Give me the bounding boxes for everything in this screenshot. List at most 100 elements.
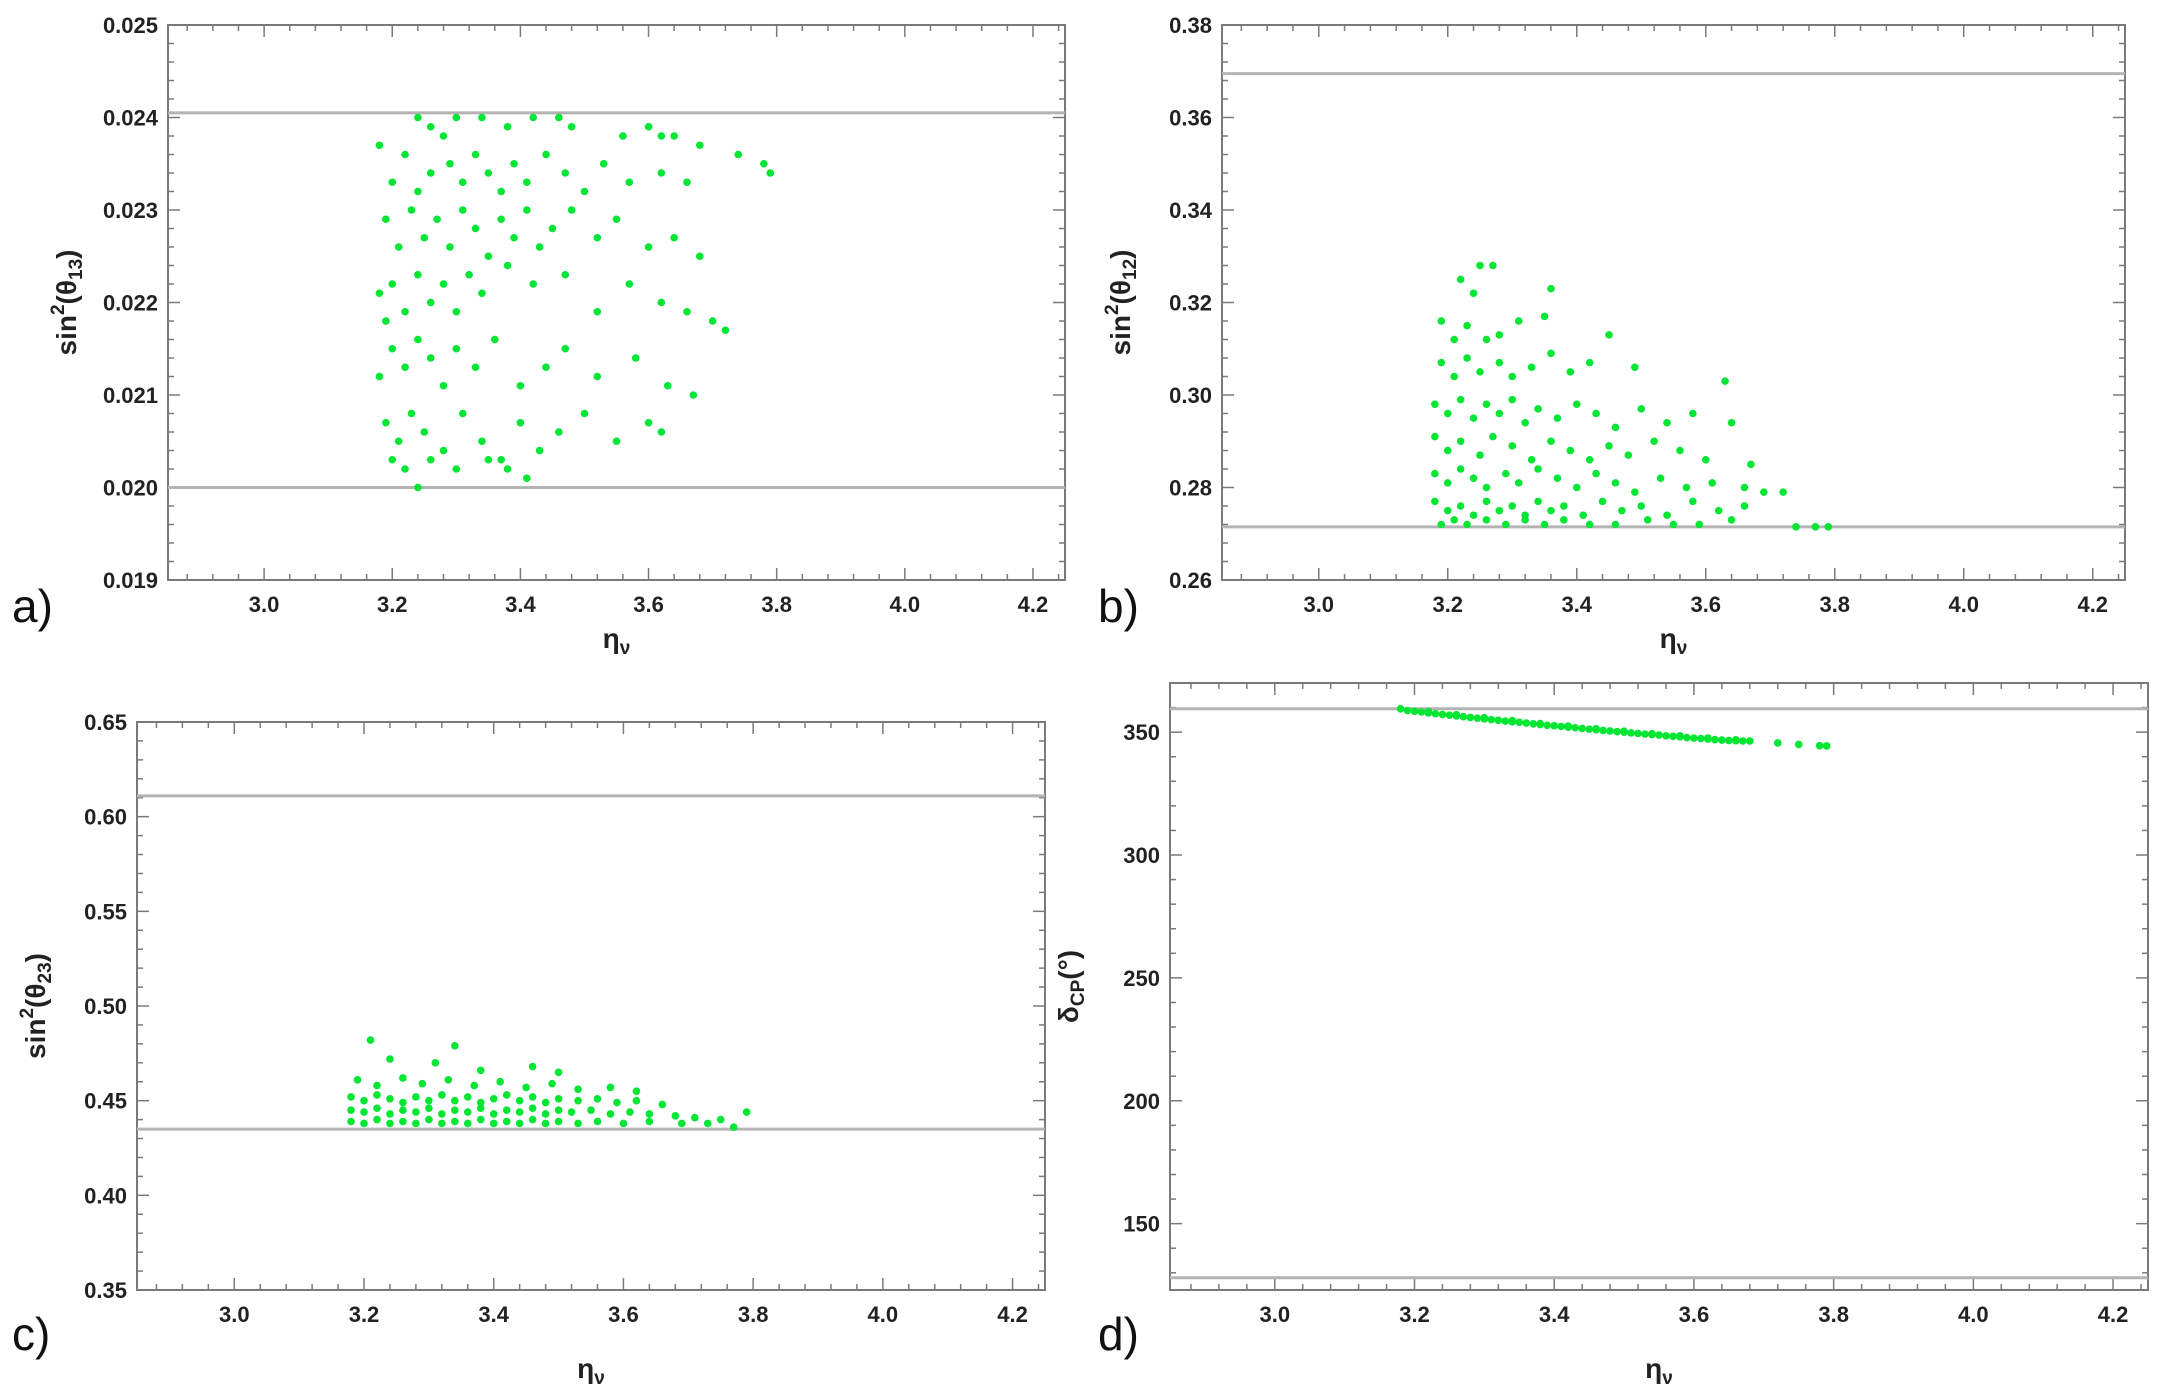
y-tick-label: 0.32 <box>1169 291 1212 316</box>
data-point <box>548 1079 556 1088</box>
data-point <box>593 233 602 242</box>
x-tick-label: 3.0 <box>1259 1302 1290 1327</box>
data-point <box>425 1115 433 1124</box>
data-point <box>541 1110 550 1118</box>
data-point <box>1592 724 1600 733</box>
data-point <box>1547 284 1555 293</box>
plot-frame <box>167 24 1066 581</box>
x-tick-label: 3.8 <box>761 592 792 617</box>
data-point <box>1445 711 1454 719</box>
data-point <box>1476 451 1484 459</box>
data-point <box>535 243 544 251</box>
y-axis-title-main: sin <box>51 315 82 355</box>
data-point <box>657 428 666 436</box>
data-point <box>1624 451 1633 459</box>
y-tick-label: 0.022 <box>103 291 158 316</box>
data-point <box>401 465 409 473</box>
data-point <box>484 169 493 177</box>
data-point <box>1456 465 1465 473</box>
data-point <box>593 1117 602 1126</box>
data-point <box>1824 523 1833 531</box>
data-point <box>1637 405 1646 413</box>
data-point <box>535 446 544 455</box>
data-point <box>1592 469 1600 478</box>
data-point <box>1521 418 1529 427</box>
data-point <box>1482 400 1491 409</box>
data-point <box>657 132 666 140</box>
data-point <box>1631 363 1639 372</box>
data-point <box>497 187 505 196</box>
data-point <box>478 113 486 122</box>
data-point <box>431 1059 440 1067</box>
scatter-panel-d: 3.0 3.2 3.4 3.6 3.8 4.0 4.2 150 200 250 300 350 ην δC… <box>1053 682 2149 1389</box>
data-point <box>529 113 538 122</box>
data-point <box>1466 713 1475 722</box>
x-tick-label: 3.0 <box>1303 592 1334 617</box>
x-tick-label: 4.2 <box>1018 592 1049 617</box>
data-point <box>347 1106 355 1114</box>
data-point <box>678 1119 686 1128</box>
data-point <box>502 1091 511 1099</box>
data-point <box>401 150 409 159</box>
data-point <box>426 455 435 464</box>
y-tick-label: 0.021 <box>103 383 158 408</box>
y-tick-label: 0.36 <box>1169 106 1212 131</box>
data-point <box>1450 335 1458 344</box>
data-point <box>554 1094 563 1103</box>
data-point <box>407 409 416 418</box>
data-point <box>670 233 678 242</box>
data-point <box>695 252 704 261</box>
x-tick-label: 3.2 <box>377 592 408 617</box>
data-point <box>1613 727 1621 736</box>
data-point <box>1571 723 1579 732</box>
data-point <box>1704 734 1712 742</box>
data-point <box>1431 497 1439 506</box>
data-point <box>515 1096 524 1105</box>
data-point <box>1487 715 1496 724</box>
data-point <box>542 150 550 159</box>
data-point <box>412 1093 420 1101</box>
y-axis-title-main: sin <box>20 1019 51 1059</box>
data-point <box>1438 710 1447 719</box>
data-point <box>375 289 384 298</box>
data-point <box>522 1083 530 1092</box>
data-point <box>388 344 397 353</box>
data-point <box>425 1096 433 1105</box>
data-point <box>528 1115 537 1124</box>
data-point <box>1463 354 1471 362</box>
data-point <box>1822 742 1831 750</box>
x-axis-title-main: η <box>1645 1353 1662 1384</box>
data-point <box>373 1091 381 1099</box>
data-point <box>1695 520 1704 529</box>
x-tick-label: 3.6 <box>1679 1302 1710 1327</box>
data-point <box>606 1110 615 1118</box>
data-point <box>1443 409 1452 418</box>
data-point <box>412 1119 420 1128</box>
data-point <box>1656 474 1665 483</box>
scatter-panel-c: 3.0 3.2 3.4 3.6 3.8 4.0 4.2 0.35 0.40 0.45 0.50 0.5… <box>12 710 1046 1389</box>
data-point <box>1443 506 1452 515</box>
data-point <box>471 150 480 159</box>
data-point <box>1424 707 1433 716</box>
y-axis-title: sin2(θ12) <box>1102 250 1141 356</box>
data-point <box>690 1113 699 1122</box>
data-point <box>1811 523 1820 531</box>
data-point <box>1553 474 1562 483</box>
data-point <box>1655 731 1663 739</box>
data-point <box>1502 520 1510 529</box>
data-point <box>426 298 435 307</box>
data-point <box>1553 414 1562 422</box>
data-point <box>420 233 429 242</box>
data-point <box>502 1106 511 1114</box>
y-tick-label: 0.50 <box>84 994 127 1019</box>
y-tick-label: 0.025 <box>103 13 158 38</box>
data-point <box>476 1115 485 1124</box>
data-point <box>382 418 390 427</box>
data-point <box>1585 455 1594 464</box>
data-point <box>439 280 448 288</box>
data-point <box>599 159 608 168</box>
data-point <box>1540 520 1549 529</box>
data-point <box>1450 516 1458 524</box>
data-point <box>1469 414 1478 422</box>
x-tick-label: 3.4 <box>1539 1302 1570 1327</box>
